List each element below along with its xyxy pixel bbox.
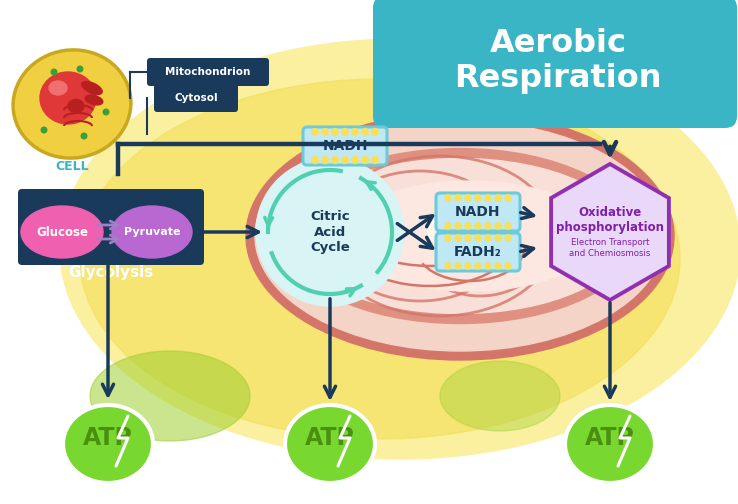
Text: ATP: ATP: [83, 426, 133, 450]
Text: NADH: NADH: [455, 205, 501, 219]
Circle shape: [81, 133, 87, 139]
Circle shape: [51, 69, 57, 75]
Circle shape: [475, 235, 481, 241]
Ellipse shape: [112, 206, 192, 258]
Circle shape: [455, 235, 461, 241]
Circle shape: [371, 157, 379, 163]
Text: Oxidative
phosphorylation: Oxidative phosphorylation: [556, 206, 664, 234]
Text: Pyruvate: Pyruvate: [124, 227, 180, 237]
Circle shape: [371, 129, 379, 136]
Text: Citric
Acid
Cycle: Citric Acid Cycle: [310, 210, 350, 255]
Text: ATP: ATP: [585, 426, 635, 450]
Circle shape: [342, 157, 348, 163]
FancyBboxPatch shape: [436, 233, 520, 271]
FancyBboxPatch shape: [303, 127, 387, 165]
Ellipse shape: [60, 39, 738, 459]
Circle shape: [505, 235, 511, 241]
Circle shape: [445, 235, 451, 241]
Ellipse shape: [80, 79, 680, 439]
Circle shape: [505, 195, 511, 201]
Ellipse shape: [342, 181, 598, 291]
Text: Cytosol: Cytosol: [174, 93, 218, 103]
Circle shape: [103, 109, 108, 115]
FancyBboxPatch shape: [147, 58, 269, 86]
Circle shape: [311, 157, 319, 163]
Circle shape: [41, 127, 46, 133]
Circle shape: [485, 235, 492, 241]
Circle shape: [428, 219, 452, 243]
Circle shape: [77, 66, 83, 72]
Text: Aerobic
Respiration: Aerobic Respiration: [455, 28, 662, 94]
Ellipse shape: [440, 361, 560, 431]
FancyBboxPatch shape: [373, 0, 737, 128]
Circle shape: [322, 129, 328, 136]
Circle shape: [322, 157, 328, 163]
Ellipse shape: [85, 95, 103, 105]
Ellipse shape: [21, 206, 103, 258]
Circle shape: [362, 157, 368, 163]
Circle shape: [342, 129, 348, 136]
Circle shape: [351, 129, 359, 136]
Ellipse shape: [82, 82, 102, 94]
Text: CELL: CELL: [55, 159, 89, 172]
Circle shape: [475, 223, 481, 229]
Ellipse shape: [256, 158, 404, 306]
Circle shape: [455, 195, 461, 201]
FancyBboxPatch shape: [154, 84, 238, 112]
Circle shape: [485, 223, 492, 229]
Polygon shape: [551, 164, 669, 300]
Circle shape: [445, 263, 451, 269]
Ellipse shape: [40, 72, 96, 124]
Text: Electron Transport
and Chemiosmosis: Electron Transport and Chemiosmosis: [569, 238, 651, 258]
Circle shape: [475, 263, 481, 269]
Circle shape: [465, 263, 471, 269]
Circle shape: [465, 195, 471, 201]
Circle shape: [331, 157, 339, 163]
Circle shape: [494, 263, 501, 269]
Ellipse shape: [246, 112, 674, 360]
Text: Glycolysis: Glycolysis: [69, 266, 154, 281]
Circle shape: [362, 129, 368, 136]
Circle shape: [485, 195, 492, 201]
Text: FADH₂: FADH₂: [454, 245, 502, 259]
Text: NADH: NADH: [323, 139, 368, 153]
Circle shape: [445, 195, 451, 201]
Ellipse shape: [565, 405, 655, 483]
Circle shape: [351, 157, 359, 163]
Circle shape: [331, 129, 339, 136]
Circle shape: [465, 223, 471, 229]
Ellipse shape: [49, 81, 67, 95]
Circle shape: [475, 195, 481, 201]
Ellipse shape: [68, 99, 84, 112]
Text: Glucose: Glucose: [36, 225, 88, 238]
Ellipse shape: [13, 50, 131, 158]
Circle shape: [494, 235, 501, 241]
Text: Mitochondrion: Mitochondrion: [165, 67, 251, 77]
Ellipse shape: [255, 121, 665, 351]
Circle shape: [465, 235, 471, 241]
Circle shape: [505, 263, 511, 269]
Circle shape: [485, 263, 492, 269]
Circle shape: [494, 223, 501, 229]
Ellipse shape: [90, 351, 250, 441]
Ellipse shape: [285, 405, 375, 483]
Circle shape: [311, 129, 319, 136]
Circle shape: [494, 195, 501, 201]
Circle shape: [455, 223, 461, 229]
Circle shape: [505, 223, 511, 229]
Circle shape: [455, 263, 461, 269]
Text: ATP: ATP: [305, 426, 355, 450]
Ellipse shape: [292, 158, 627, 313]
FancyBboxPatch shape: [436, 193, 520, 231]
Ellipse shape: [283, 149, 638, 324]
Ellipse shape: [63, 405, 153, 483]
FancyBboxPatch shape: [18, 189, 204, 265]
Circle shape: [445, 223, 451, 229]
